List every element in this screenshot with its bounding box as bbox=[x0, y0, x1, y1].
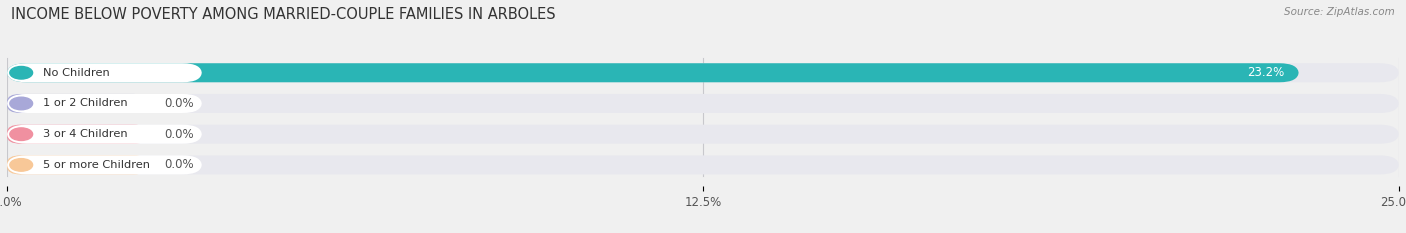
Text: 1 or 2 Children: 1 or 2 Children bbox=[42, 99, 128, 109]
FancyBboxPatch shape bbox=[7, 63, 1299, 82]
FancyBboxPatch shape bbox=[7, 125, 202, 144]
Circle shape bbox=[10, 128, 32, 140]
FancyBboxPatch shape bbox=[7, 125, 1399, 144]
Circle shape bbox=[10, 97, 32, 110]
FancyBboxPatch shape bbox=[7, 63, 1399, 82]
Text: Source: ZipAtlas.com: Source: ZipAtlas.com bbox=[1284, 7, 1395, 17]
Text: INCOME BELOW POVERTY AMONG MARRIED-COUPLE FAMILIES IN ARBOLES: INCOME BELOW POVERTY AMONG MARRIED-COUPL… bbox=[11, 7, 555, 22]
Text: 0.0%: 0.0% bbox=[165, 97, 194, 110]
Text: No Children: No Children bbox=[42, 68, 110, 78]
FancyBboxPatch shape bbox=[7, 155, 148, 175]
Circle shape bbox=[10, 66, 32, 79]
Text: 23.2%: 23.2% bbox=[1247, 66, 1285, 79]
FancyBboxPatch shape bbox=[7, 125, 148, 144]
Text: 0.0%: 0.0% bbox=[165, 128, 194, 141]
FancyBboxPatch shape bbox=[7, 94, 202, 113]
FancyBboxPatch shape bbox=[7, 94, 1399, 113]
Text: 3 or 4 Children: 3 or 4 Children bbox=[42, 129, 128, 139]
FancyBboxPatch shape bbox=[7, 94, 148, 113]
FancyBboxPatch shape bbox=[7, 63, 202, 82]
Text: 0.0%: 0.0% bbox=[165, 158, 194, 171]
FancyBboxPatch shape bbox=[7, 155, 1399, 175]
Circle shape bbox=[10, 159, 32, 171]
Text: 5 or more Children: 5 or more Children bbox=[42, 160, 149, 170]
FancyBboxPatch shape bbox=[7, 155, 202, 175]
